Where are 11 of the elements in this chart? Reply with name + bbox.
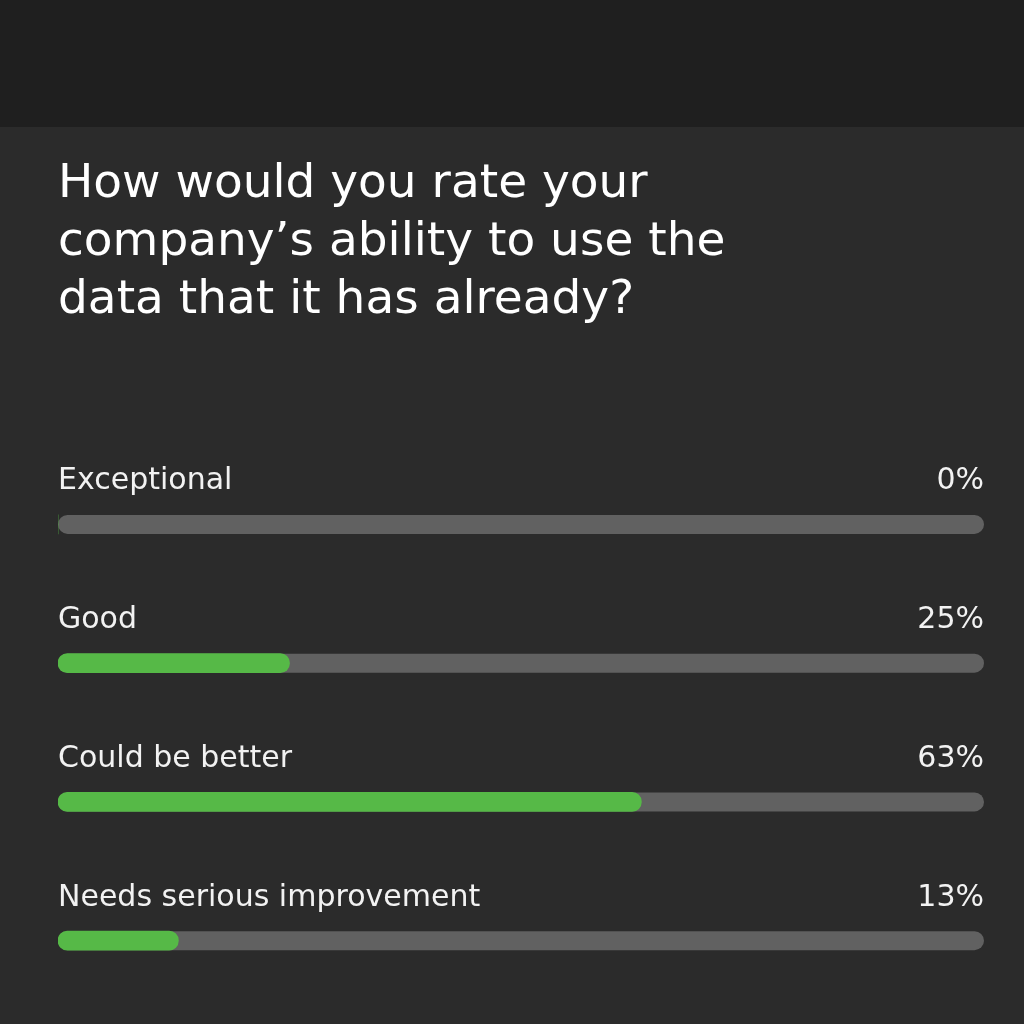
chart-title: How would you rate your company’s ability to use the data that it has already? bbox=[58, 152, 727, 326]
y-tick-label: Could be better bbox=[58, 738, 293, 774]
data-label: 13% bbox=[917, 877, 984, 913]
y-tick-label: Good bbox=[58, 600, 137, 636]
bar bbox=[58, 653, 290, 673]
data-label: 25% bbox=[917, 600, 984, 636]
y-tick-label: Needs serious improvement bbox=[58, 877, 481, 913]
data-label: 63% bbox=[917, 738, 984, 774]
bar bbox=[58, 930, 179, 951]
y-tick-label: Exceptional bbox=[58, 461, 233, 497]
data-label: 0% bbox=[936, 461, 984, 497]
